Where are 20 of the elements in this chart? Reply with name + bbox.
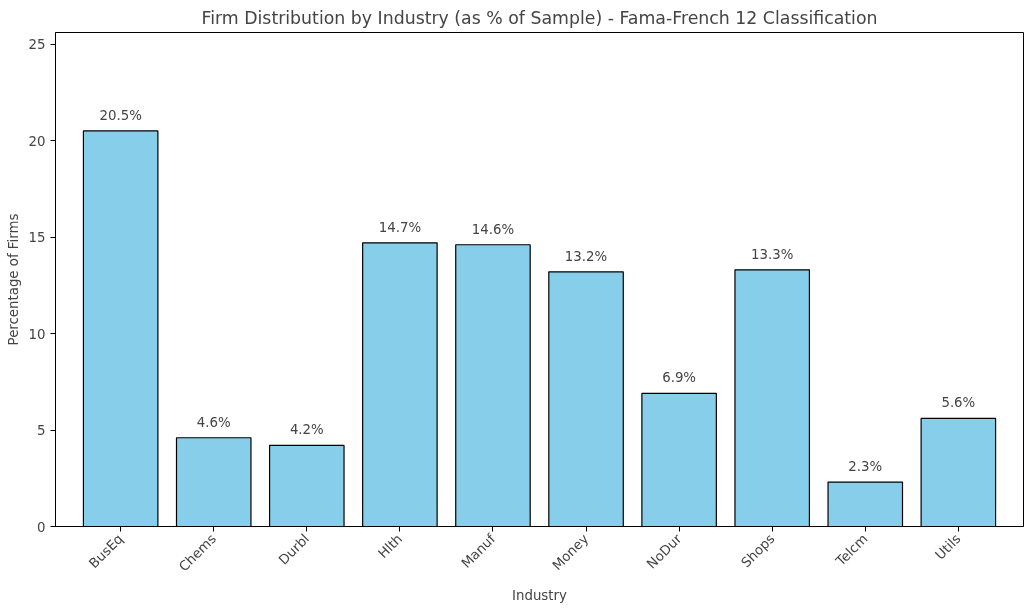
chart-title: Firm Distribution by Industry (as % of Sample) - Fama-French 12 Classification: [201, 7, 878, 28]
y-tick-label: 20: [28, 133, 46, 149]
y-tick-label: 5: [37, 423, 46, 439]
data-label: 6.9%: [662, 370, 697, 386]
y-axis-title: Percentage of Firms: [5, 213, 21, 346]
data-label: 14.7%: [378, 219, 422, 235]
y-tick-label: 0: [37, 519, 46, 535]
x-axis-title: Industry: [512, 587, 568, 603]
data-label: 14.6%: [471, 221, 515, 237]
x-tick-label: Hlth: [375, 531, 406, 562]
data-label: 2.3%: [848, 459, 883, 475]
data-label: 5.6%: [941, 395, 976, 411]
data-label: 4.6%: [196, 414, 231, 430]
data-label: 4.2%: [289, 422, 324, 438]
y-tick-label: 10: [28, 326, 46, 342]
data-label: 13.2%: [564, 248, 608, 264]
y-tick-label: 15: [28, 230, 46, 246]
y-tick-label: 25: [28, 37, 46, 53]
data-label: 20.5%: [99, 107, 142, 123]
data-label: 13.3%: [751, 246, 794, 262]
